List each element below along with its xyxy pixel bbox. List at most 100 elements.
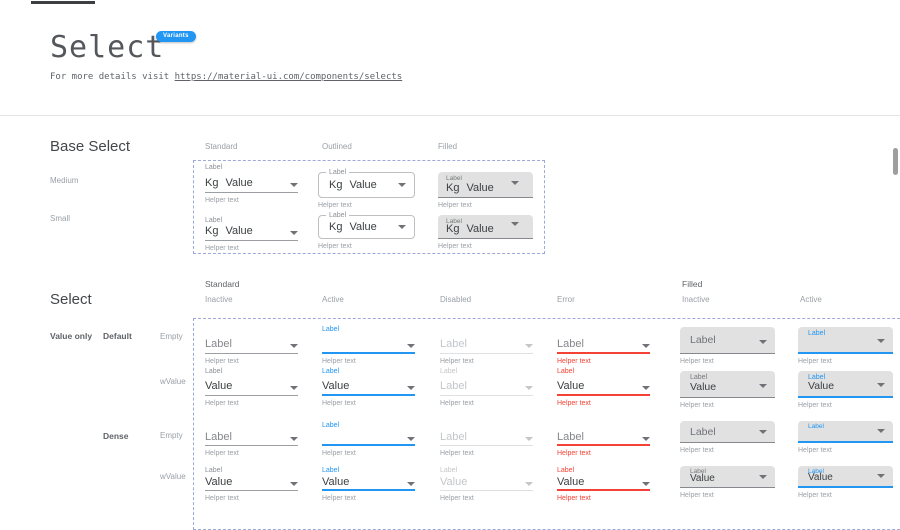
- filled-select-active-wvalue: Label Value Helper text: [798, 371, 893, 409]
- standard-select-disabled-wvalue: Label Label Helper text: [440, 367, 533, 407]
- select-control[interactable]: Kg Value: [205, 225, 298, 241]
- select-control[interactable]: [322, 335, 415, 354]
- select-control[interactable]: Value: [205, 475, 298, 491]
- select-control[interactable]: Value: [557, 377, 650, 396]
- select-control[interactable]: Label Kg Value: [318, 212, 415, 239]
- select-control[interactable]: Label Value: [798, 371, 893, 398]
- select-control[interactable]: Label Kg Value: [318, 169, 415, 198]
- select-control[interactable]: Label: [798, 421, 893, 443]
- select-label: [205, 421, 298, 430]
- select-control[interactable]: Value: [322, 377, 415, 396]
- select-control[interactable]: Label: [440, 335, 533, 354]
- group-header-standard: Standard: [205, 279, 240, 289]
- standard-select-active-wvalue: Label Value Helper text: [322, 367, 415, 407]
- select-control[interactable]: Label: [205, 430, 298, 446]
- select-control[interactable]: Label: [680, 421, 775, 443]
- select-helper-text: Helper text: [440, 358, 474, 365]
- dropdown-arrow-icon: [407, 344, 415, 348]
- dropdown-arrow-icon: [759, 384, 767, 388]
- select-helper-text: Helper text: [438, 243, 472, 250]
- dropdown-arrow-icon: [877, 383, 885, 387]
- select-helper-text: Helper text: [798, 358, 832, 365]
- unit-adornment: Kg: [205, 225, 219, 237]
- select-value: Value: [440, 476, 468, 488]
- dropdown-arrow-icon: [642, 344, 650, 348]
- dropdown-arrow-icon: [759, 430, 767, 434]
- select-helper-text: Helper text: [557, 450, 591, 457]
- select-helper-text: Helper text: [798, 402, 832, 409]
- state-header-error: Error: [557, 295, 575, 304]
- select-value: Label: [440, 431, 467, 443]
- dropdown-arrow-icon: [290, 344, 298, 348]
- select-control[interactable]: Label: [205, 335, 298, 354]
- dropdown-arrow-icon: [398, 225, 406, 229]
- dropdown-arrow-icon: [511, 222, 519, 226]
- select-control[interactable]: Label Value: [680, 466, 775, 488]
- select-helper-text: Helper text: [798, 492, 832, 499]
- select-control[interactable]: Value: [440, 475, 533, 491]
- select-control[interactable]: Label Kg Value: [438, 215, 533, 239]
- select-control[interactable]: Label: [798, 327, 893, 354]
- select-control[interactable]: Label: [557, 430, 650, 446]
- select-control[interactable]: Kg Value: [205, 173, 298, 193]
- row-label-empty: Empty: [160, 332, 183, 341]
- select-helper-text: Helper text: [440, 400, 474, 407]
- select-control[interactable]: Value: [557, 475, 650, 491]
- select-value: Value: [205, 380, 233, 392]
- select-helper-text: Helper text: [680, 492, 714, 499]
- select-control[interactable]: Value: [322, 475, 415, 491]
- select-label: Label: [808, 423, 824, 430]
- group-header-filled: Filled: [682, 279, 703, 289]
- dropdown-arrow-icon: [407, 482, 415, 486]
- select-value: Kg Value: [446, 181, 527, 194]
- standard-select-active-empty: Label Helper text: [322, 325, 415, 365]
- dropdown-arrow-icon: [759, 475, 767, 479]
- select-label: Label: [440, 368, 458, 375]
- select-control[interactable]: Label: [557, 335, 650, 354]
- select-helper-text: Helper text: [440, 495, 474, 502]
- select-helper-text: Helper text: [322, 400, 356, 407]
- dropdown-arrow-icon: [525, 437, 533, 441]
- select-value: Value: [466, 182, 494, 194]
- select-helper-text: Helper text: [205, 450, 239, 457]
- select-value: Label: [690, 425, 716, 438]
- variants-badge: Variants: [156, 31, 196, 42]
- select-helper-text: Helper text: [205, 358, 239, 365]
- dropdown-arrow-icon: [642, 437, 650, 441]
- select-control[interactable]: Label Value: [680, 371, 775, 398]
- select-label: Label: [808, 374, 826, 381]
- subtitle-text: For more details visit: [50, 72, 175, 82]
- select-control[interactable]: [322, 430, 415, 446]
- select-control[interactable]: Label Kg Value: [438, 172, 533, 198]
- select-control[interactable]: Label Value: [798, 466, 893, 488]
- select-control[interactable]: Label: [680, 327, 775, 354]
- select-label: Label: [446, 218, 462, 225]
- dropdown-arrow-icon: [398, 183, 406, 187]
- dropdown-arrow-icon: [407, 437, 415, 441]
- material-ui-link[interactable]: https://material-ui.com/components/selec…: [174, 72, 403, 82]
- filled-select-active-empty: Label Helper text: [798, 327, 893, 365]
- scrollbar-thumb[interactable]: [893, 148, 898, 175]
- select-helper-text: Helper text: [440, 450, 474, 457]
- select-value: Value: [466, 223, 494, 235]
- select-helper-text: Helper text: [205, 245, 239, 252]
- select-label: Label: [808, 468, 824, 475]
- select-control[interactable]: Label: [440, 377, 533, 396]
- select-helper-text: Helper text: [557, 400, 591, 407]
- select-value: Value: [225, 225, 253, 237]
- subtitle: For more details visit https://material-…: [50, 72, 402, 82]
- top-accent-line: [31, 1, 95, 4]
- select-value: Value: [322, 380, 350, 392]
- select-control[interactable]: Label: [440, 430, 533, 446]
- select-helper-text: Helper text: [798, 447, 832, 454]
- select-value: Value: [808, 472, 833, 483]
- select-label: Label: [808, 330, 826, 337]
- select-helper-text: Helper text: [322, 358, 356, 365]
- select-label: Label: [690, 374, 708, 381]
- select-label: Label: [322, 368, 340, 375]
- unit-adornment: Kg: [329, 179, 343, 191]
- select-label: Label: [440, 467, 458, 474]
- select-control[interactable]: Value: [205, 377, 298, 396]
- filled-select-inactive-empty: Label Helper text: [680, 421, 775, 454]
- select-label: [440, 421, 533, 430]
